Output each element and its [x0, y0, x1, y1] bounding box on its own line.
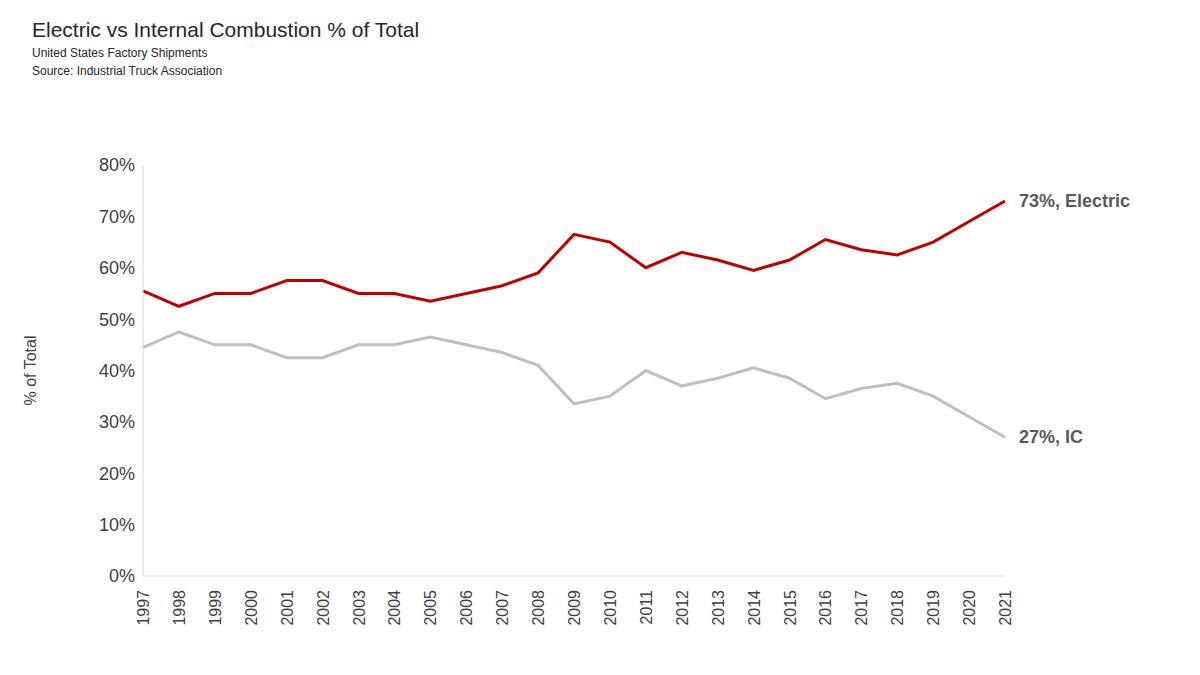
- svg-text:60%: 60%: [99, 258, 135, 278]
- svg-text:2002: 2002: [315, 590, 332, 626]
- svg-text:2000: 2000: [243, 590, 260, 626]
- svg-text:2015: 2015: [782, 590, 799, 626]
- svg-text:2017: 2017: [853, 590, 870, 626]
- svg-text:20%: 20%: [99, 464, 135, 484]
- svg-text:2005: 2005: [422, 590, 439, 626]
- svg-text:2016: 2016: [817, 590, 834, 626]
- svg-text:2013: 2013: [710, 590, 727, 626]
- svg-text:30%: 30%: [99, 412, 135, 432]
- svg-text:73%, Electric: 73%, Electric: [1019, 191, 1130, 211]
- html-text:United States Factory Shipment: United States Factory Shipments: [32, 46, 208, 60]
- svg-text:1999: 1999: [207, 590, 224, 626]
- svg-text:2004: 2004: [386, 590, 403, 626]
- svg-text:2021: 2021: [997, 590, 1014, 626]
- svg-text:2003: 2003: [351, 590, 368, 626]
- svg-text:2019: 2019: [925, 590, 942, 626]
- svg-text:2010: 2010: [602, 590, 619, 626]
- svg-text:40%: 40%: [99, 361, 135, 381]
- svg-text:50%: 50%: [99, 310, 135, 330]
- svg-text:27%, IC: 27%, IC: [1019, 427, 1083, 447]
- svg-text:2009: 2009: [566, 590, 583, 626]
- svg-text:2020: 2020: [961, 590, 978, 626]
- svg-text:2007: 2007: [494, 590, 511, 626]
- svg-text:2014: 2014: [746, 590, 763, 626]
- svg-text:% of Total: % of Total: [22, 336, 39, 406]
- svg-text:1998: 1998: [171, 590, 188, 626]
- svg-text:2001: 2001: [279, 590, 296, 626]
- html-text:Source: Industrial Truck Assoc: Source: Industrial Truck Association: [32, 64, 223, 78]
- svg-text:2018: 2018: [889, 590, 906, 626]
- svg-text:2012: 2012: [674, 590, 691, 626]
- svg-text:2006: 2006: [458, 590, 475, 626]
- svg-text:10%: 10%: [99, 515, 135, 535]
- svg-text:2011: 2011: [638, 590, 655, 625]
- svg-text:1997: 1997: [135, 590, 152, 626]
- svg-text:70%: 70%: [99, 207, 135, 227]
- svg-text:2008: 2008: [530, 590, 547, 626]
- svg-text:80%: 80%: [99, 155, 135, 175]
- html-text:Electric vs Internal Combustio: Electric vs Internal Combustion % of Tot…: [32, 18, 420, 41]
- svg-text:0%: 0%: [109, 566, 135, 586]
